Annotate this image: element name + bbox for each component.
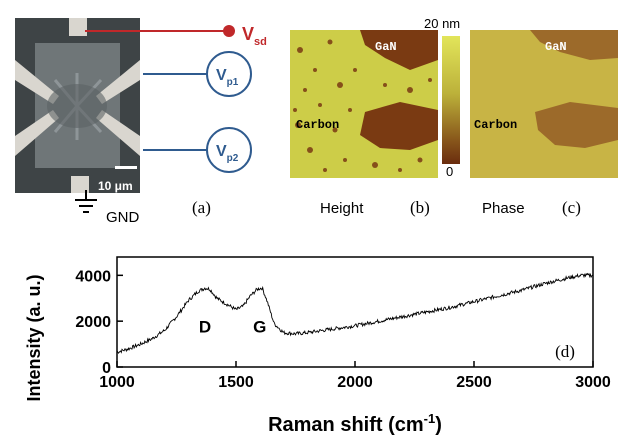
afm-height-image: GaN Carbon: [290, 30, 438, 178]
afm-height-carbon-label: Carbon: [296, 118, 339, 132]
afm-phase-gan-label: GaN: [545, 40, 567, 54]
peak-label-g: G: [253, 318, 266, 337]
raman-chart: 1000 1500 2000 2500 3000 0 2000 4000 D G (d) Raman …: [24, 256, 611, 436]
panel-b-label: (b): [410, 198, 430, 217]
afm-colorbar: [442, 36, 460, 164]
x-axis-label: Raman shift (cm-1): [268, 411, 442, 436]
vp1-label: Vp1: [216, 67, 239, 88]
device-micrograph: [15, 18, 140, 193]
raman-spectrum-line: [116, 272, 593, 354]
panel-c-caption: Phase: [482, 200, 525, 217]
vp1-terminal: [206, 51, 252, 97]
afm-phase-carbon-label: Carbon: [474, 118, 517, 132]
vp2-terminal: [206, 127, 252, 173]
plot-frame: [116, 256, 594, 368]
afm-phase-image: GaN Carbon: [470, 30, 618, 178]
x-tick-label-3: 2500: [456, 374, 492, 391]
vsd-label: Vsd: [242, 24, 267, 48]
y-tick-label-2: 4000: [75, 268, 111, 285]
colorbar-bottom-label: 0: [446, 164, 453, 179]
y-tick-label-0: 0: [102, 360, 111, 377]
panel-a-label: (a): [192, 198, 211, 217]
vp2-label: Vp2: [216, 143, 239, 164]
peak-label-d: D: [199, 318, 211, 337]
x-tick-label-1: 1500: [218, 374, 254, 391]
y-axis-label: Intensity (a. u.): [24, 274, 44, 401]
x-tick-label-2: 2000: [337, 374, 373, 391]
x-tick-label-0: 1000: [99, 374, 135, 391]
afm-height-gan-label: GaN: [375, 40, 397, 54]
scale-bar-label: 10 μm: [98, 179, 133, 193]
vsd-terminal: [223, 25, 235, 37]
colorbar-top-label: 20 nm: [424, 16, 460, 31]
x-tick-label-4: 3000: [575, 374, 611, 391]
panel-b-caption: Height: [320, 200, 364, 217]
panel-a-wiring: Vsd Vp1 Vp2 10 μm GND (a) Height (b) Pha…: [75, 16, 581, 226]
panel-c-label: (c): [562, 198, 581, 217]
y-tick-label-1: 2000: [75, 314, 111, 331]
gnd-label: GND: [106, 209, 140, 226]
panel-d-label: (d): [555, 342, 575, 361]
